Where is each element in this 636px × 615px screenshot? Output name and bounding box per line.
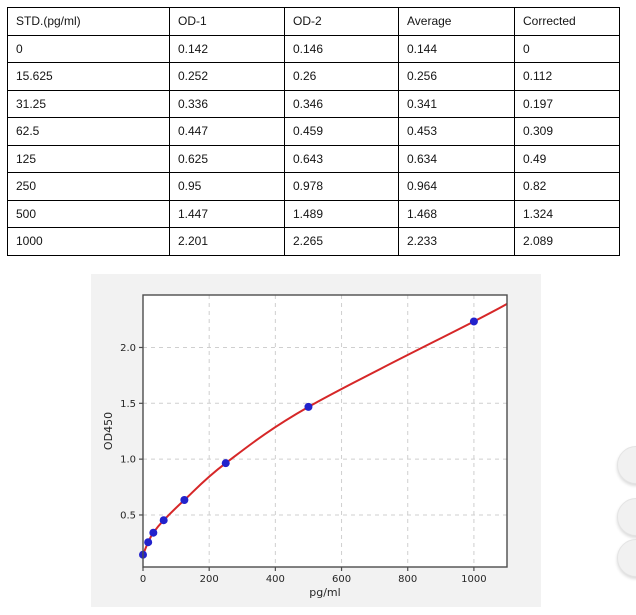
table-cell: 0.197 <box>514 89 620 118</box>
table-cell: 1.324 <box>514 199 620 228</box>
y-tick-label: 2.0 <box>120 343 136 354</box>
y-axis-label: OD450 <box>102 412 115 450</box>
table-cell: 1.468 <box>398 199 515 228</box>
x-axis-label: pg/ml <box>309 586 340 599</box>
table-cell: 125 <box>7 144 170 173</box>
x-tick-label: 600 <box>332 574 351 585</box>
standards-table-container: STD.(pg/ml) OD-1 OD-2 Average Corrected 0 0.1… <box>7 7 620 256</box>
table-row: 1000 2.201 2.265 2.233 2.089 <box>7 227 620 256</box>
data-point <box>221 459 230 468</box>
table-cell: 2.201 <box>169 227 285 256</box>
table-cell: 0.625 <box>169 144 285 173</box>
table-cell: 0.142 <box>169 34 285 63</box>
table-cell: 0.453 <box>398 117 515 146</box>
table-cell: 0.112 <box>514 62 620 91</box>
table-cell: 250 <box>7 172 170 201</box>
table-cell: 15.625 <box>7 62 170 91</box>
table-cell: 0.643 <box>284 144 399 173</box>
data-point <box>304 402 313 411</box>
table-row: 0 0.142 0.146 0.144 0 <box>7 34 620 63</box>
table-cell: 0.346 <box>284 89 399 118</box>
table-cell: 0.447 <box>169 117 285 146</box>
x-tick-label: 0 <box>140 574 146 585</box>
column-header: OD-1 <box>169 7 285 36</box>
y-tick-label: 1.5 <box>120 399 136 410</box>
table-cell: 0 <box>7 34 170 63</box>
data-point <box>469 317 478 326</box>
table-cell: 0.252 <box>169 62 285 91</box>
plot-border <box>142 294 508 568</box>
table-row: 31.25 0.336 0.346 0.341 0.197 <box>7 89 620 118</box>
y-tick-label: 1.0 <box>120 455 136 466</box>
table-cell: 31.25 <box>7 89 170 118</box>
table-body: 0 0.142 0.146 0.144 0 15.625 0.252 0.26 0.256 0.1… <box>7 34 620 256</box>
table-cell: 0.95 <box>169 172 285 201</box>
table-cell: 0.309 <box>514 117 620 146</box>
floating-button-top[interactable] <box>617 446 636 484</box>
table-cell: 0.82 <box>514 172 620 201</box>
table-cell: 0.459 <box>284 117 399 146</box>
table-cell: 2.265 <box>284 227 399 256</box>
x-tick-label: 200 <box>200 574 219 585</box>
table-cell: 0.978 <box>284 172 399 201</box>
table-row: 500 1.447 1.489 1.468 1.324 <box>7 199 620 228</box>
floating-button-bottom[interactable] <box>617 539 636 577</box>
x-tick-label: 400 <box>266 574 285 585</box>
data-point <box>159 516 168 525</box>
table-cell: 0 <box>514 34 620 63</box>
y-tick-label: 0.5 <box>120 510 136 521</box>
table-cell: 1000 <box>7 227 170 256</box>
x-tick-label: 1000 <box>461 574 486 585</box>
table-row: 125 0.625 0.643 0.634 0.49 <box>7 144 620 173</box>
table-cell: 1.489 <box>284 199 399 228</box>
table-row: 15.625 0.252 0.26 0.256 0.112 <box>7 62 620 91</box>
table-cell: 0.341 <box>398 89 515 118</box>
table-header-row: STD.(pg/ml) OD-1 OD-2 Average Corrected <box>7 7 620 36</box>
table-cell: 500 <box>7 199 170 228</box>
plot-area <box>143 295 507 567</box>
table-cell: 2.233 <box>398 227 515 256</box>
x-tick-label: 800 <box>398 574 417 585</box>
fitted-curve <box>142 303 508 556</box>
table-row: 250 0.95 0.978 0.964 0.82 <box>7 172 620 201</box>
table-cell: 0.964 <box>398 172 515 201</box>
floating-button-middle[interactable] <box>617 498 636 536</box>
table-cell: 0.336 <box>169 89 285 118</box>
table-cell: 0.26 <box>284 62 399 91</box>
standard-curve-chart: 0 200 400 600 800 1000 0.5 1.0 1.5 2.0 pg/ml OD450 <box>102 294 508 599</box>
table-row: 62.5 0.447 0.459 0.453 0.309 <box>7 117 620 146</box>
table-cell: 0.634 <box>398 144 515 173</box>
table-cell: 1.447 <box>169 199 285 228</box>
data-point <box>180 496 189 505</box>
column-header: Average <box>398 7 515 36</box>
column-header: Corrected <box>514 7 620 36</box>
standards-table: STD.(pg/ml) OD-1 OD-2 Average Corrected 0 0.1… <box>7 7 620 256</box>
data-point <box>144 538 153 547</box>
column-header: OD-2 <box>284 7 399 36</box>
table-cell: 2.089 <box>514 227 620 256</box>
table-cell: 0.256 <box>398 62 515 91</box>
table-cell: 0.144 <box>398 34 515 63</box>
table-cell: 0.49 <box>514 144 620 173</box>
table-cell: 62.5 <box>7 117 170 146</box>
data-point <box>149 528 158 537</box>
standard-curve-figure: 0 200 400 600 800 1000 0.5 1.0 1.5 2.0 pg/ml OD450 <box>91 274 541 607</box>
column-header: STD.(pg/ml) <box>7 7 170 36</box>
table-header: STD.(pg/ml) OD-1 OD-2 Average Corrected <box>7 7 620 36</box>
table-cell: 0.146 <box>284 34 399 63</box>
